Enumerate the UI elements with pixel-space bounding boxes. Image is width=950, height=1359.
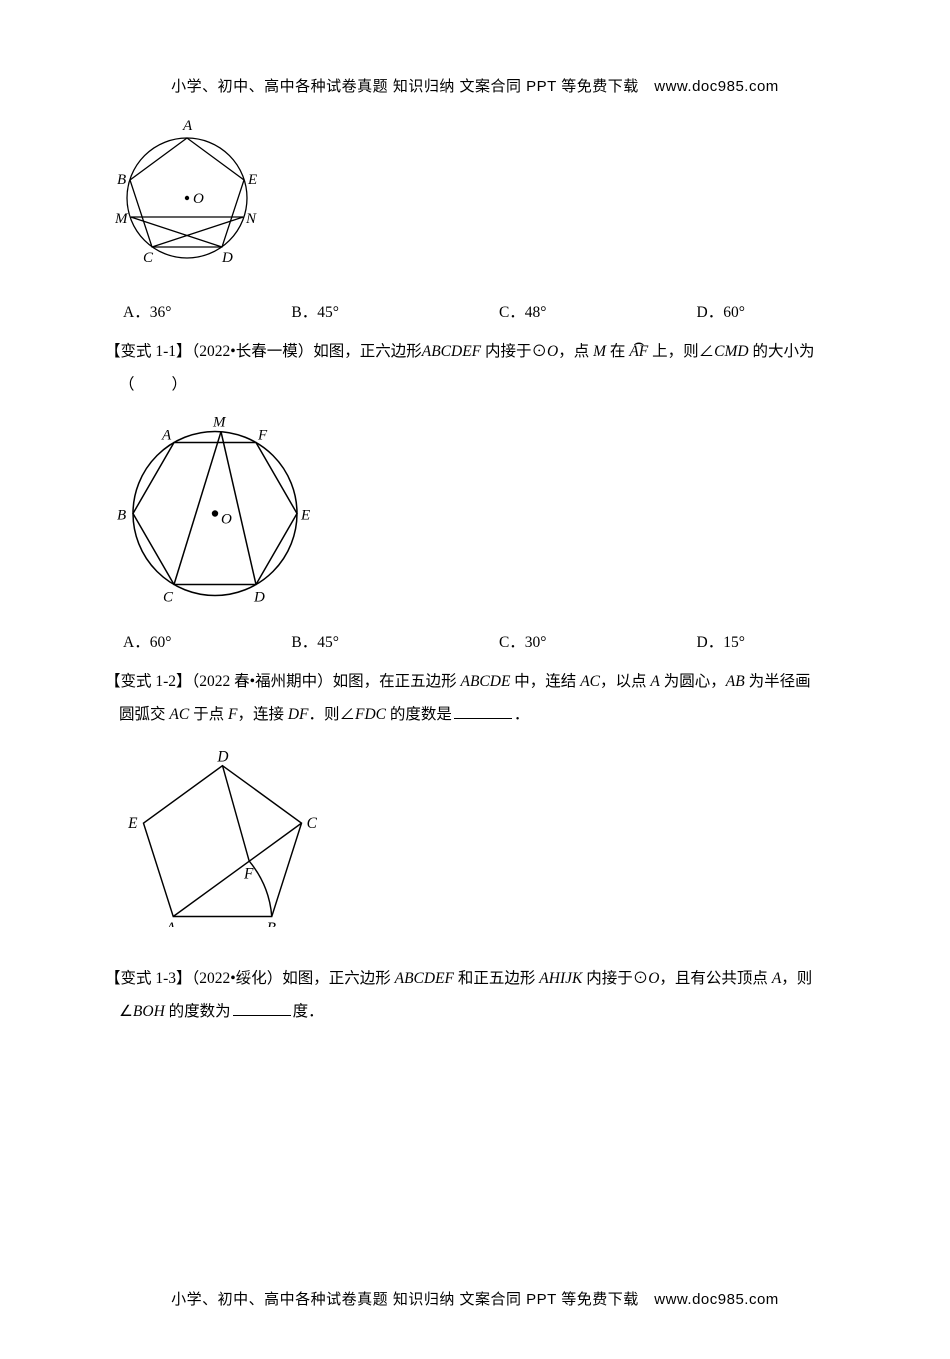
svg-text:D: D [216,749,228,766]
q1-arc: AF [629,336,648,369]
q1-opt-a: A．60° [123,627,171,658]
q1-O: O [547,343,558,360]
q2-t2: 中，连结 [510,673,580,690]
q1-src: （2022•长春一模）如图，正六边形 [192,343,422,360]
svg-text:E: E [247,172,257,188]
svg-text:C: C [307,815,318,832]
q2-abcde: ABCDE [460,673,510,690]
q2-t3: ，以点 [600,673,650,690]
q3-ahijk: AHIJK [539,970,582,987]
svg-text:D: D [221,250,233,266]
q1-cmd: CMD [714,343,748,360]
q2-src: （2022 春•福州期中）如图，在正五边形 [192,673,461,690]
svg-text:E: E [300,508,310,524]
svg-text:E: E [127,815,138,832]
q1-paren: （ ） [119,369,845,402]
q3-abcdef: ABCDEF [395,970,454,987]
q1-opt-c: C．30° [499,627,547,658]
q3-O: O [648,970,659,987]
q2-ac: AC [580,673,600,690]
q1-opt-d: D．15° [697,627,745,658]
q2-line2: 圆弧交 AC 于点 F，连接 DF．则∠FDC 的度数是． [119,699,845,732]
q1-t5: 上，则∠ [648,343,714,360]
page-footer: 小学、初中、高中各种试卷真题 知识归纳 文案合同 PPT 等免费下载 www.d… [105,1288,845,1309]
q3-label: 【变式 1-3】 [105,970,192,987]
svg-text:B: B [117,508,126,524]
q3-t4: ，且有公共顶点 [659,970,771,987]
q0-opt-d: D．60° [697,297,745,328]
svg-text:C: C [143,250,154,266]
svg-text:M: M [115,211,129,227]
svg-text:A: A [161,428,172,444]
q1-label: 【变式 1-1】 [105,343,192,360]
q2-a: A [650,673,659,690]
svg-text:O: O [221,512,232,528]
q1-t6: 的大小为 [749,343,815,360]
content-area: OABEMNCD A．36° B．45° C．48° D．60° 【变式 1-1… [105,116,845,1028]
svg-text:F: F [257,428,268,444]
q1-problem: 【变式 1-1】（2022•长春一模）如图，正六边形ABCDEF 内接于⊙O，点… [105,336,845,401]
q2-t4: 为圆心， [660,673,726,690]
svg-text:A: A [165,920,176,927]
q3-t5: ，则 [781,970,812,987]
svg-text:B: B [117,172,126,188]
svg-text:N: N [245,211,257,227]
q0-opt-b: B．45° [291,297,339,328]
q2-ab: AB [726,673,745,690]
q3-src: （2022•绥化）如图，正六边形 [192,970,395,987]
q3-problem: 【变式 1-3】（2022•绥化）如图，正六边形 ABCDEF 和正五边形 AH… [105,963,845,1028]
svg-text:F: F [243,866,254,883]
q1-opt-b: B．45° [291,627,339,658]
q3-line2: ∠BOH 的度数为度． [119,996,845,1029]
svg-text:M: M [212,415,227,431]
q1-options: A．60° B．45° C．30° D．15° [123,627,845,658]
svg-text:B: B [267,920,277,927]
q2-t5: 为半径画 [745,673,811,690]
q3-A: A [772,970,781,987]
q1-t4: 在 [606,343,629,360]
q3-t3: 内接于⊙ [582,970,648,987]
q2-blank [454,705,512,719]
q1-t3: ，点 [558,343,593,360]
q2-problem: 【变式 1-2】（2022 春•福州期中）如图，在正五边形 ABCDE 中，连结… [105,666,845,731]
svg-text:O: O [193,191,204,207]
svg-text:D: D [253,590,265,606]
q2-figure: D E C A B F [125,749,845,938]
q3-blank [233,1002,291,1016]
q1-M: M [593,343,606,360]
q1-abcdef: ABCDEF [422,343,481,360]
svg-text:C: C [163,590,174,606]
q2-label: 【变式 1-2】 [105,673,192,690]
page-header: 小学、初中、高中各种试卷真题 知识归纳 文案合同 PPT 等免费下载 www.d… [105,75,845,96]
svg-text:A: A [182,118,193,134]
q1-figure: O A F M B E C D [115,411,845,617]
q0-opt-a: A．36° [123,297,171,328]
q1-t2: 内接于⊙ [481,343,547,360]
q0-figure: O A B E M N C D [115,116,845,287]
q0-opt-c: C．48° [499,297,547,328]
q3-t2: 和正五边形 [454,970,539,987]
q0-options: A．36° B．45° C．48° D．60° [123,297,845,328]
